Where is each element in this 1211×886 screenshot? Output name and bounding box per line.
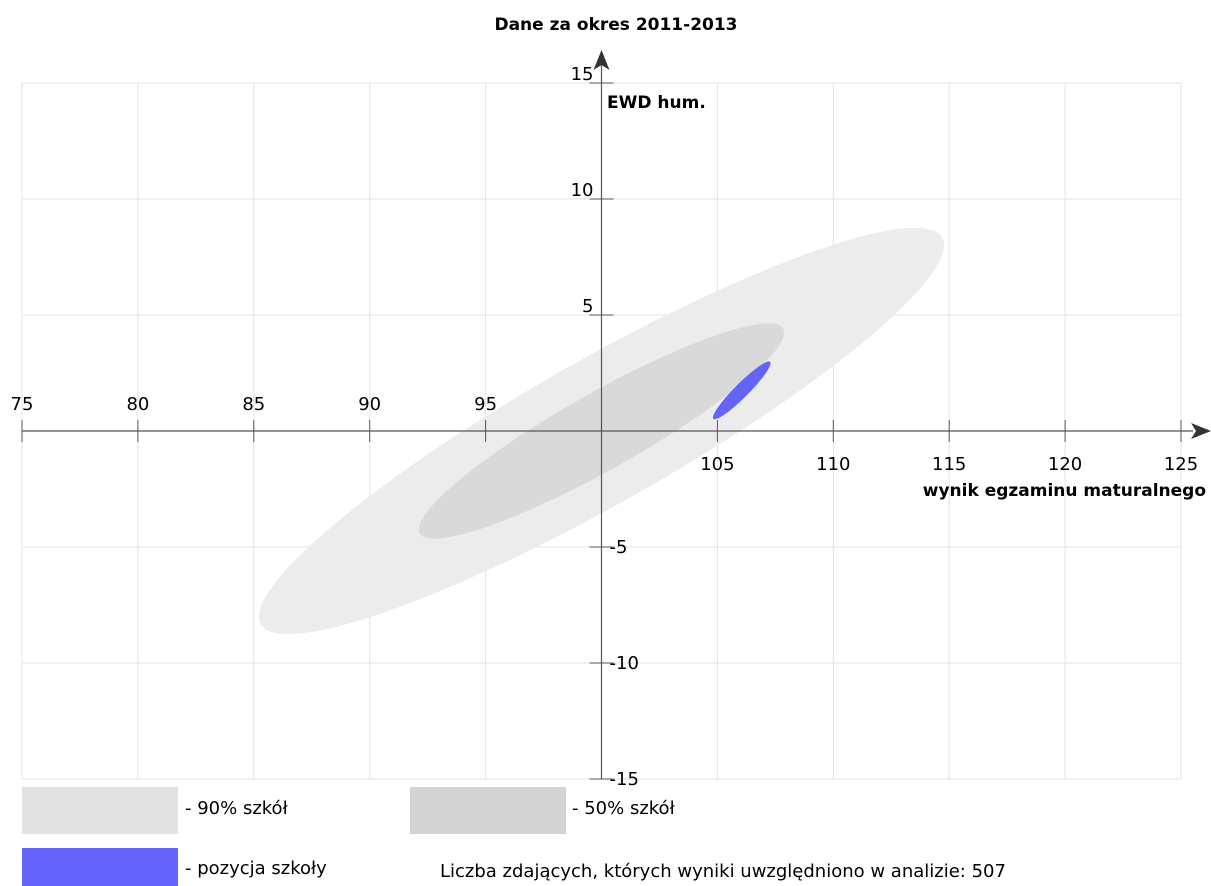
y-tick-label: -5 — [610, 537, 628, 558]
region-school-position — [712, 361, 771, 420]
x-tick-label: 125 — [1164, 454, 1198, 475]
legend-swatch-90 — [22, 787, 178, 834]
x-tick-label: 85 — [242, 394, 265, 415]
x-axis-arrow — [1191, 423, 1211, 439]
y-tick-label: 15 — [571, 64, 594, 85]
legend-label-school: - pozycja szkoły — [185, 858, 327, 879]
x-axis-title: wynik egzaminu maturalnego — [923, 481, 1206, 501]
legend-label-90: - 90% szkół — [185, 798, 288, 819]
x-tick-label: 90 — [358, 394, 381, 415]
y-tick-label: 10 — [571, 180, 594, 201]
legend-label-50: - 50% szkół — [572, 798, 675, 819]
axes — [21, 50, 1211, 780]
y-axis-arrow — [593, 50, 610, 70]
y-axis-title: EWD hum. — [607, 93, 706, 113]
y-tick-label: -10 — [610, 653, 639, 674]
legend-swatch-50 — [410, 787, 566, 834]
y-tick-label: -15 — [610, 769, 639, 790]
x-tick-label: 105 — [700, 454, 734, 475]
legend-swatch-school — [22, 848, 178, 886]
x-tick-label: 115 — [932, 454, 966, 475]
x-tick-label: 80 — [126, 394, 149, 415]
x-tick-label: 120 — [1048, 454, 1082, 475]
x-tick-label: 95 — [474, 394, 497, 415]
x-tick-label: 75 — [11, 394, 34, 415]
x-tick-label: 110 — [816, 454, 850, 475]
respondents-note: Liczba zdających, których wyniki uwzględ… — [440, 861, 1006, 882]
y-tick-label: 5 — [582, 296, 593, 317]
chart-title: Dane za okres 2011-2013 — [494, 15, 737, 35]
